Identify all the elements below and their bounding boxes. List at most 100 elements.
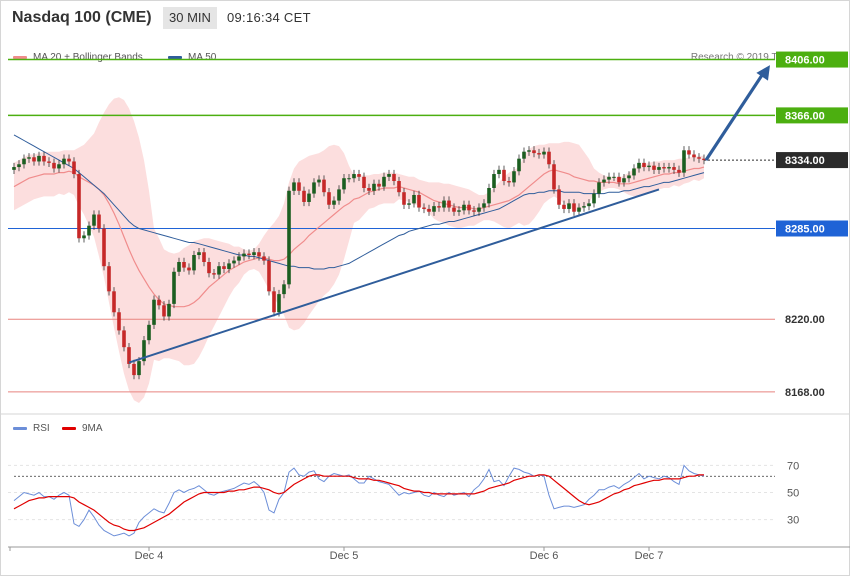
candle-body: [492, 174, 496, 188]
candle-body: [617, 176, 621, 183]
candle: [157, 295, 161, 310]
candle-body: [457, 210, 461, 212]
candle: [527, 146, 531, 156]
candle: [607, 172, 611, 184]
candle: [17, 160, 21, 172]
candle-body: [677, 169, 681, 173]
ma50-swatch: [168, 55, 182, 59]
candle-body: [152, 299, 156, 325]
candle: [337, 185, 341, 205]
candle: [697, 153, 701, 163]
candle-body: [447, 200, 451, 208]
candle: [192, 250, 196, 275]
candle-body: [352, 174, 356, 179]
level-label-8168.00: 8168.00: [785, 387, 825, 399]
candle: [102, 224, 106, 271]
timeframe-selector[interactable]: 30 MIN: [163, 7, 217, 29]
candle-body: [402, 192, 406, 205]
candle-body: [672, 167, 676, 170]
candle-body: [282, 284, 286, 295]
candle: [12, 162, 16, 175]
candle-body: [692, 154, 696, 158]
candle: [442, 196, 446, 212]
candle-body: [637, 162, 641, 169]
candle-body: [72, 161, 76, 175]
candle-body: [627, 175, 631, 179]
candle-body: [577, 207, 581, 212]
candle-body: [507, 181, 511, 183]
candle-body: [657, 167, 661, 170]
candle-body: [422, 207, 426, 209]
candle-body: [557, 189, 561, 205]
candle: [372, 179, 376, 195]
candle: [502, 165, 506, 186]
candle-body: [57, 164, 61, 169]
candle: [327, 188, 331, 209]
candle-body: [467, 204, 471, 211]
candle-body: [597, 182, 601, 194]
candle: [567, 199, 571, 214]
candle-body: [267, 260, 271, 292]
candle: [467, 200, 471, 215]
candle: [597, 178, 601, 198]
candle: [277, 289, 281, 317]
level-label-text: 8220.00: [785, 314, 825, 326]
level-label-8406.00: 8406.00: [776, 51, 848, 68]
ma20-swatch: [13, 55, 27, 59]
level-label-text: 8406.00: [785, 55, 825, 67]
candle: [702, 154, 706, 165]
candle: [457, 206, 461, 216]
ma20-label: MA 20 + Bollinger Bands: [33, 52, 143, 63]
rsi-series-RSI: [13, 464, 705, 537]
candle: [362, 172, 366, 193]
candle: [112, 287, 116, 317]
candle-body: [107, 266, 111, 292]
candle: [677, 165, 681, 177]
candle: [347, 174, 351, 183]
candle: [322, 175, 326, 197]
candle-body: [172, 271, 176, 304]
candle-body: [647, 165, 651, 168]
timestamp: 09:16:34 CET: [227, 10, 311, 25]
candle: [287, 186, 291, 289]
candle-body: [362, 176, 366, 188]
candle-body: [437, 206, 441, 208]
candle: [667, 162, 671, 173]
candle: [247, 249, 251, 260]
candle-body: [287, 190, 291, 285]
candle: [592, 189, 596, 208]
research-credit: Research © 2019 Trading Central: [690, 52, 840, 63]
candle: [497, 165, 501, 179]
candle: [197, 248, 201, 260]
candle: [272, 287, 276, 317]
candle: [332, 196, 336, 209]
candle: [117, 308, 121, 335]
candle-body: [532, 150, 536, 154]
candle-body: [452, 207, 456, 212]
candle-body: [547, 151, 551, 165]
candle-body: [652, 165, 656, 170]
level-label-text: 8366.00: [785, 110, 825, 122]
candle: [432, 201, 436, 216]
candle: [627, 171, 631, 183]
candle: [687, 146, 691, 159]
candle-body: [477, 207, 481, 212]
time-label-dec-6: Dec 6: [530, 550, 559, 562]
candles: [12, 146, 706, 380]
candle: [572, 199, 576, 216]
candle-body: [197, 252, 201, 256]
candle-body: [587, 203, 591, 207]
candle-body: [522, 151, 526, 159]
candle-body: [247, 253, 251, 256]
candle-body: [497, 169, 501, 175]
rsi-series-9MA: [13, 474, 704, 532]
candle-body: [182, 262, 186, 268]
candle: [587, 199, 591, 211]
candle-body: [382, 176, 386, 187]
candle: [487, 183, 491, 208]
candle-body: [297, 182, 301, 191]
candle-body: [682, 150, 686, 173]
candle-body: [562, 204, 566, 209]
candle-body: [192, 255, 196, 271]
